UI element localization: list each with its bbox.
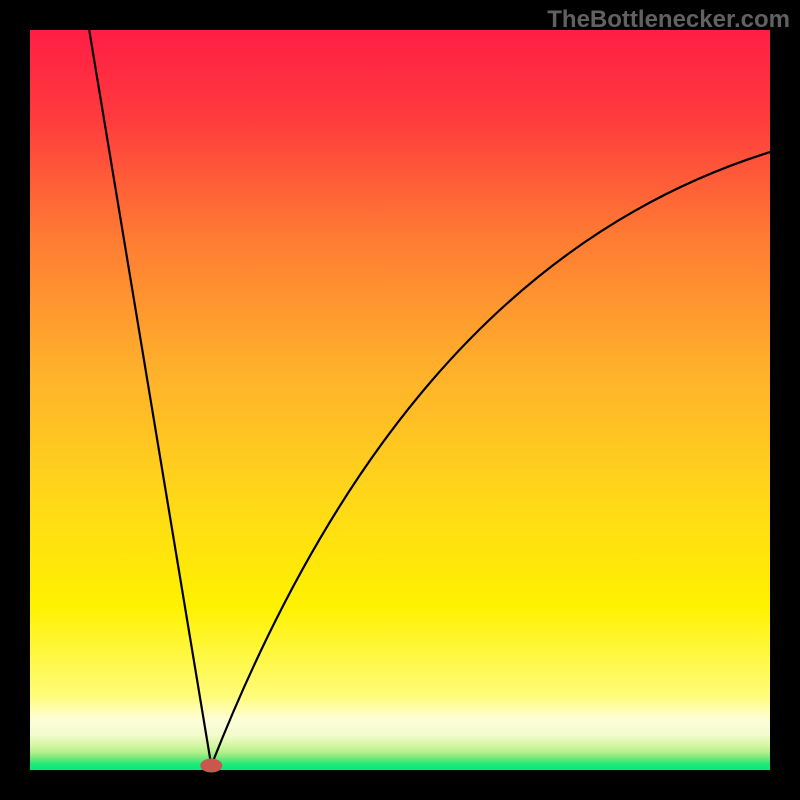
minimum-marker: [200, 759, 222, 773]
chart-container: TheBottlenecker.com: [0, 0, 800, 800]
bottleneck-chart: [0, 0, 800, 800]
